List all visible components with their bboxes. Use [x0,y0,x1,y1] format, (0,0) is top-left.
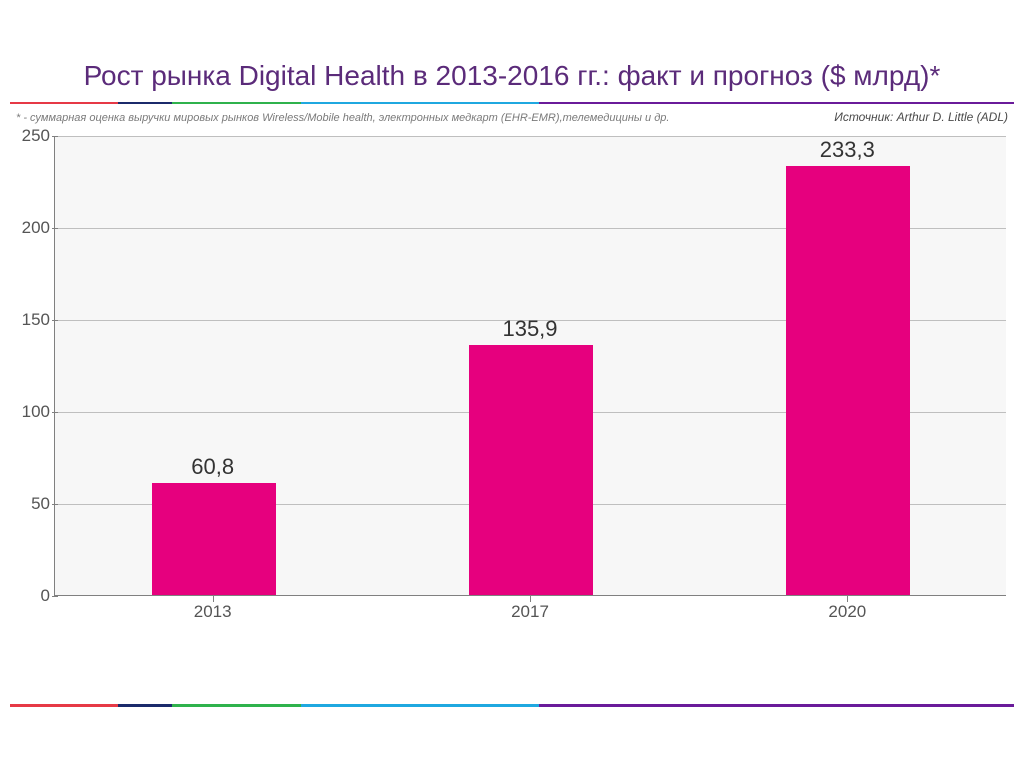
x-tick-mark [530,596,531,602]
divider-segment [10,102,118,104]
y-tick-label: 0 [14,586,50,606]
bar [152,483,276,595]
bar-chart: 05010015020025060,82013135,92017233,3202… [10,132,1014,632]
divider-segment [118,102,172,104]
color-divider-top [10,102,1014,104]
bar-value-label: 233,3 [747,137,947,163]
divider-segment [301,704,539,707]
divider-segment [10,704,118,707]
y-tick-label: 100 [14,402,50,422]
y-tick-label: 150 [14,310,50,330]
bar [786,166,910,595]
divider-segment [539,704,1014,707]
x-tick-mark [213,596,214,602]
divider-segment [118,704,172,707]
x-tick-mark [847,596,848,602]
plot-area [54,136,1006,596]
y-tick-label: 50 [14,494,50,514]
bar-value-label: 135,9 [430,316,630,342]
x-category-label: 2017 [430,602,630,622]
divider-segment [172,704,302,707]
page: Рост рынка Digital Health в 2013-2016 гг… [0,0,1024,767]
bar [469,345,593,595]
y-tick-label: 200 [14,218,50,238]
source-text: Источник: Arthur D. Little (ADL) [834,110,1008,124]
divider-segment [301,102,539,104]
page-title: Рост рынка Digital Health в 2013-2016 гг… [30,60,994,92]
sub-header-row: * - суммарная оценка выручки мировых рын… [10,108,1014,132]
color-divider-bottom [10,704,1014,707]
divider-segment [539,102,1014,104]
x-category-label: 2013 [113,602,313,622]
divider-segment [172,102,302,104]
footnote-text: * - суммарная оценка выручки мировых рын… [16,112,669,124]
x-category-label: 2020 [747,602,947,622]
bar-value-label: 60,8 [113,454,313,480]
y-tick-label: 250 [14,126,50,146]
